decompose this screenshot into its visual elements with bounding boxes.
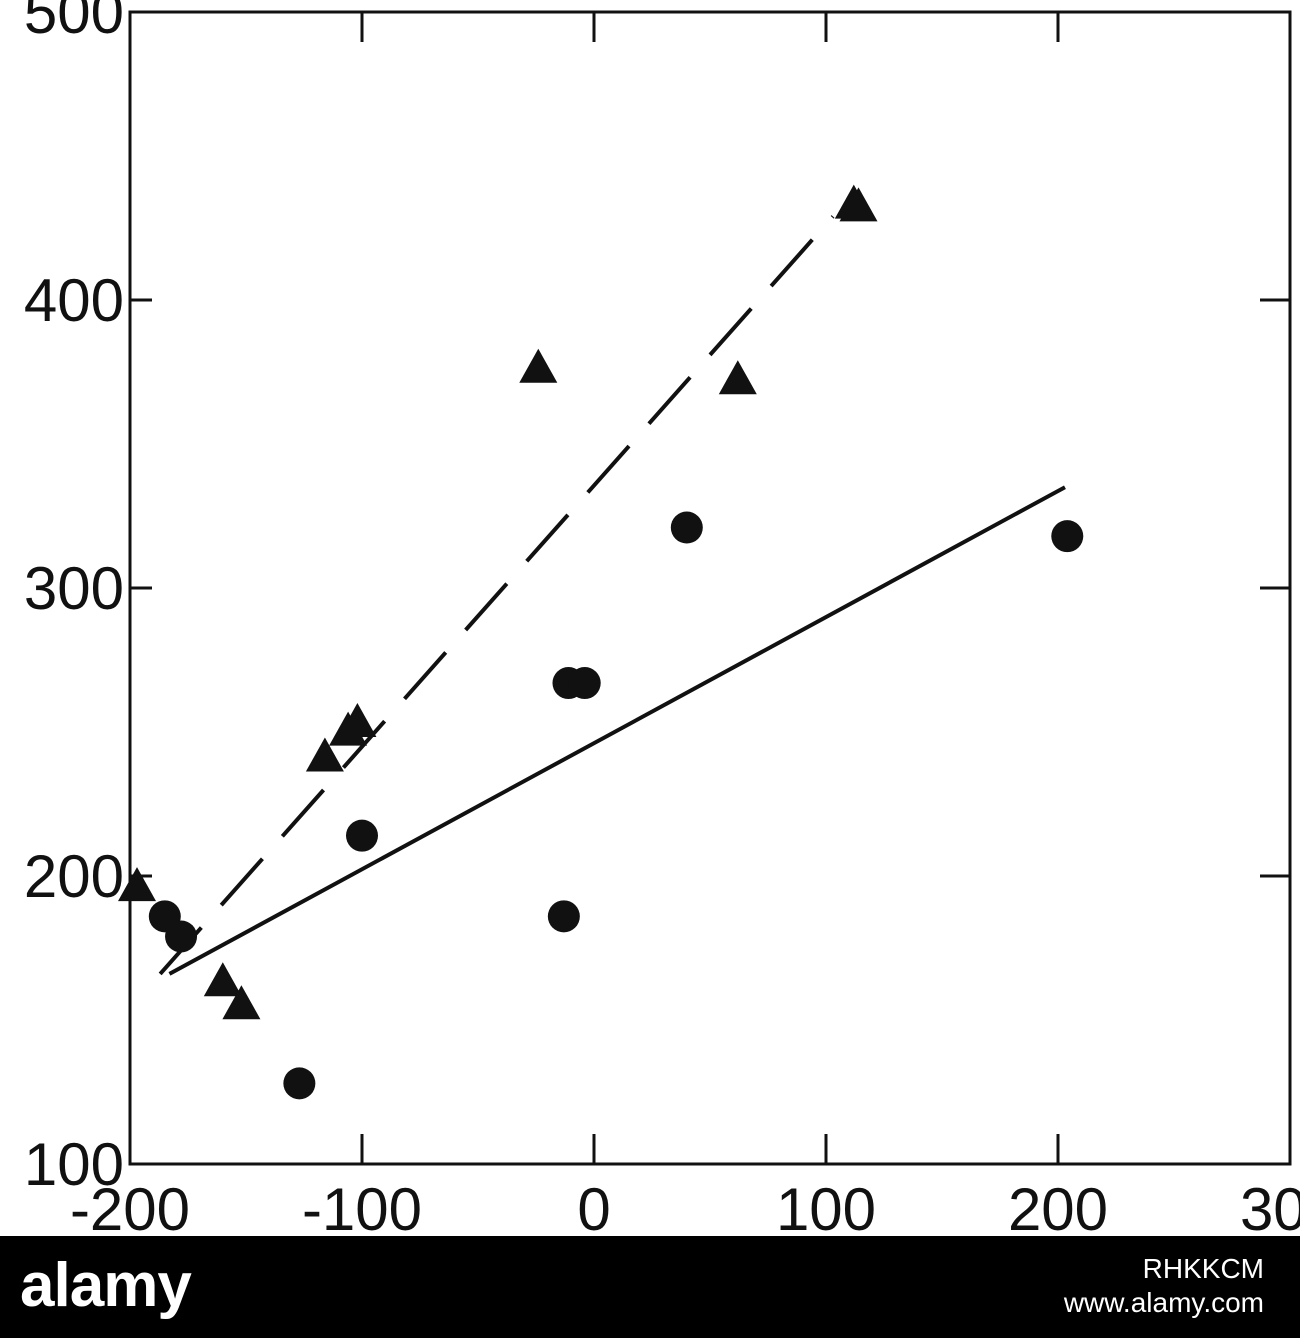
circle-marker	[283, 1067, 316, 1100]
x-tick-label: -200	[70, 1176, 190, 1243]
watermark-bar: alamy RHKKCM www.alamy.com	[0, 1236, 1300, 1338]
watermark-image-id: RHKKCM	[1142, 1253, 1264, 1284]
y-tick-label: 100	[24, 1131, 124, 1198]
circle-marker	[547, 900, 580, 933]
axis-tick-labels: -200 -100 0 100 200 300 100 200 300 400 500	[24, 0, 1300, 1243]
fit-line-dashed	[158, 215, 835, 976]
watermark-logo: alamy	[20, 1251, 192, 1320]
x-tick-label: 0	[577, 1176, 610, 1243]
x-tick-label: 200	[1008, 1176, 1108, 1243]
y-tick-label: 400	[24, 267, 124, 334]
watermark-id: RHKKCM www.alamy.com	[1064, 1252, 1264, 1320]
x-tick-label: 100	[776, 1176, 876, 1243]
fit-line-solid	[168, 485, 1066, 976]
circle-marker	[568, 667, 601, 700]
triangle-marker	[839, 187, 878, 222]
triangle-marker	[519, 348, 558, 383]
plot-frame	[128, 10, 1292, 1166]
circle-marker	[346, 819, 378, 852]
circle-marker	[670, 511, 703, 544]
axis-ticks	[130, 12, 1290, 1164]
triangle-marker	[222, 985, 261, 1020]
triangle-marker	[718, 360, 757, 395]
x-tick-label: 300	[1240, 1176, 1300, 1243]
triangle-marker	[118, 867, 156, 902]
watermark-url: www.alamy.com	[1063, 1287, 1264, 1318]
triangle-marker	[338, 703, 377, 737]
triangle-marker	[305, 737, 344, 772]
circle-marker	[165, 920, 198, 953]
data-markers	[118, 184, 1084, 1100]
circle-marker	[1051, 520, 1084, 553]
x-tick-label: -100	[302, 1176, 422, 1243]
y-tick-label: 300	[24, 555, 124, 622]
fit-lines	[158, 215, 1066, 976]
triangle-marker	[203, 962, 242, 997]
y-tick-label: 500	[24, 0, 124, 46]
y-tick-label: 200	[24, 843, 124, 910]
